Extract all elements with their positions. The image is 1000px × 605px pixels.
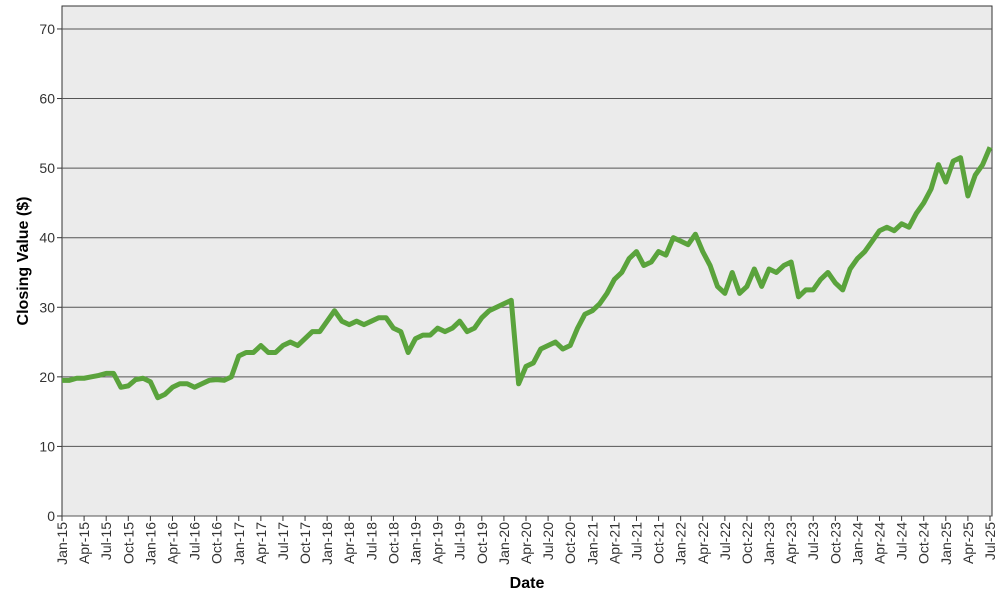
x-tick-label: Oct-17 xyxy=(297,522,313,564)
line xyxy=(62,146,993,401)
x-tick-label: Jul-20 xyxy=(540,522,556,560)
x-tick-label: Jul-15 xyxy=(98,522,114,560)
x-tick-label: Jan-21 xyxy=(584,522,600,565)
x-tick-label: Oct-18 xyxy=(385,522,401,564)
x-tick-label: Jan-25 xyxy=(938,522,954,565)
x-tick-label: Jan-17 xyxy=(231,522,247,565)
x-tick-label: Jan-23 xyxy=(761,522,777,565)
x-tick-label: Jul-21 xyxy=(628,522,644,560)
x-tick-label: Apr-18 xyxy=(341,522,357,564)
x-tick-label: Apr-19 xyxy=(430,522,446,564)
plot-area xyxy=(61,5,993,517)
y-tick-label: 20 xyxy=(39,369,55,385)
y-tick-label: 0 xyxy=(47,508,55,524)
x-tick-label: Apr-22 xyxy=(695,522,711,564)
x-axis-title: Date xyxy=(510,575,545,592)
x-tick-label: Jul-19 xyxy=(452,522,468,560)
x-tick-label: Jan-22 xyxy=(673,522,689,565)
y-tick-label: 30 xyxy=(39,299,55,315)
x-tick-label: Jan-19 xyxy=(408,522,424,565)
x-tick-label: Jul-24 xyxy=(894,522,910,560)
x-tick-label: Jan-18 xyxy=(319,522,335,565)
x-tick-label: Apr-20 xyxy=(518,522,534,564)
x-tick-label: Apr-25 xyxy=(960,522,976,564)
x-tick-label: Jul-17 xyxy=(275,522,291,560)
x-tick-label: Oct-23 xyxy=(827,522,843,564)
y-tick-label: 70 xyxy=(39,21,55,37)
y-axis-title: Closing Value ($) xyxy=(15,197,32,326)
x-tick-label: Apr-24 xyxy=(872,522,888,564)
x-tick-label: Oct-24 xyxy=(916,522,932,564)
x-tick-label: Jan-16 xyxy=(142,522,158,565)
y-tick-label: 10 xyxy=(39,438,55,454)
x-tick-label: Oct-15 xyxy=(120,522,136,564)
x-tick-label: Apr-16 xyxy=(164,522,180,564)
y-tick-label: 60 xyxy=(39,91,55,107)
x-tick-label: Oct-21 xyxy=(651,522,667,564)
x-tick-label: Jul-22 xyxy=(717,522,733,560)
y-tick-label: 50 xyxy=(39,160,55,176)
x-tick-label: Oct-16 xyxy=(209,522,225,564)
x-tick-label: Oct-20 xyxy=(562,522,578,564)
x-tick-label: Apr-23 xyxy=(783,522,799,564)
x-tick-label: Jul-18 xyxy=(363,522,379,560)
x-tick-label: Jul-16 xyxy=(187,522,203,560)
x-tick-label: Jul-25 xyxy=(982,522,998,560)
x-tick-label: Oct-22 xyxy=(739,522,755,564)
x-tick-label: Jul-23 xyxy=(805,522,821,560)
x-tick-label: Jan-15 xyxy=(54,522,70,565)
x-tick-label: Jan-20 xyxy=(496,522,512,565)
x-tick-label: Apr-21 xyxy=(606,522,622,564)
x-tick-label: Apr-17 xyxy=(253,522,269,564)
x-tick-label: Oct-19 xyxy=(474,522,490,564)
x-tick-label: Apr-15 xyxy=(76,522,92,564)
y-tick-label: 40 xyxy=(39,230,55,246)
x-tick-label: Jan-24 xyxy=(849,522,865,565)
